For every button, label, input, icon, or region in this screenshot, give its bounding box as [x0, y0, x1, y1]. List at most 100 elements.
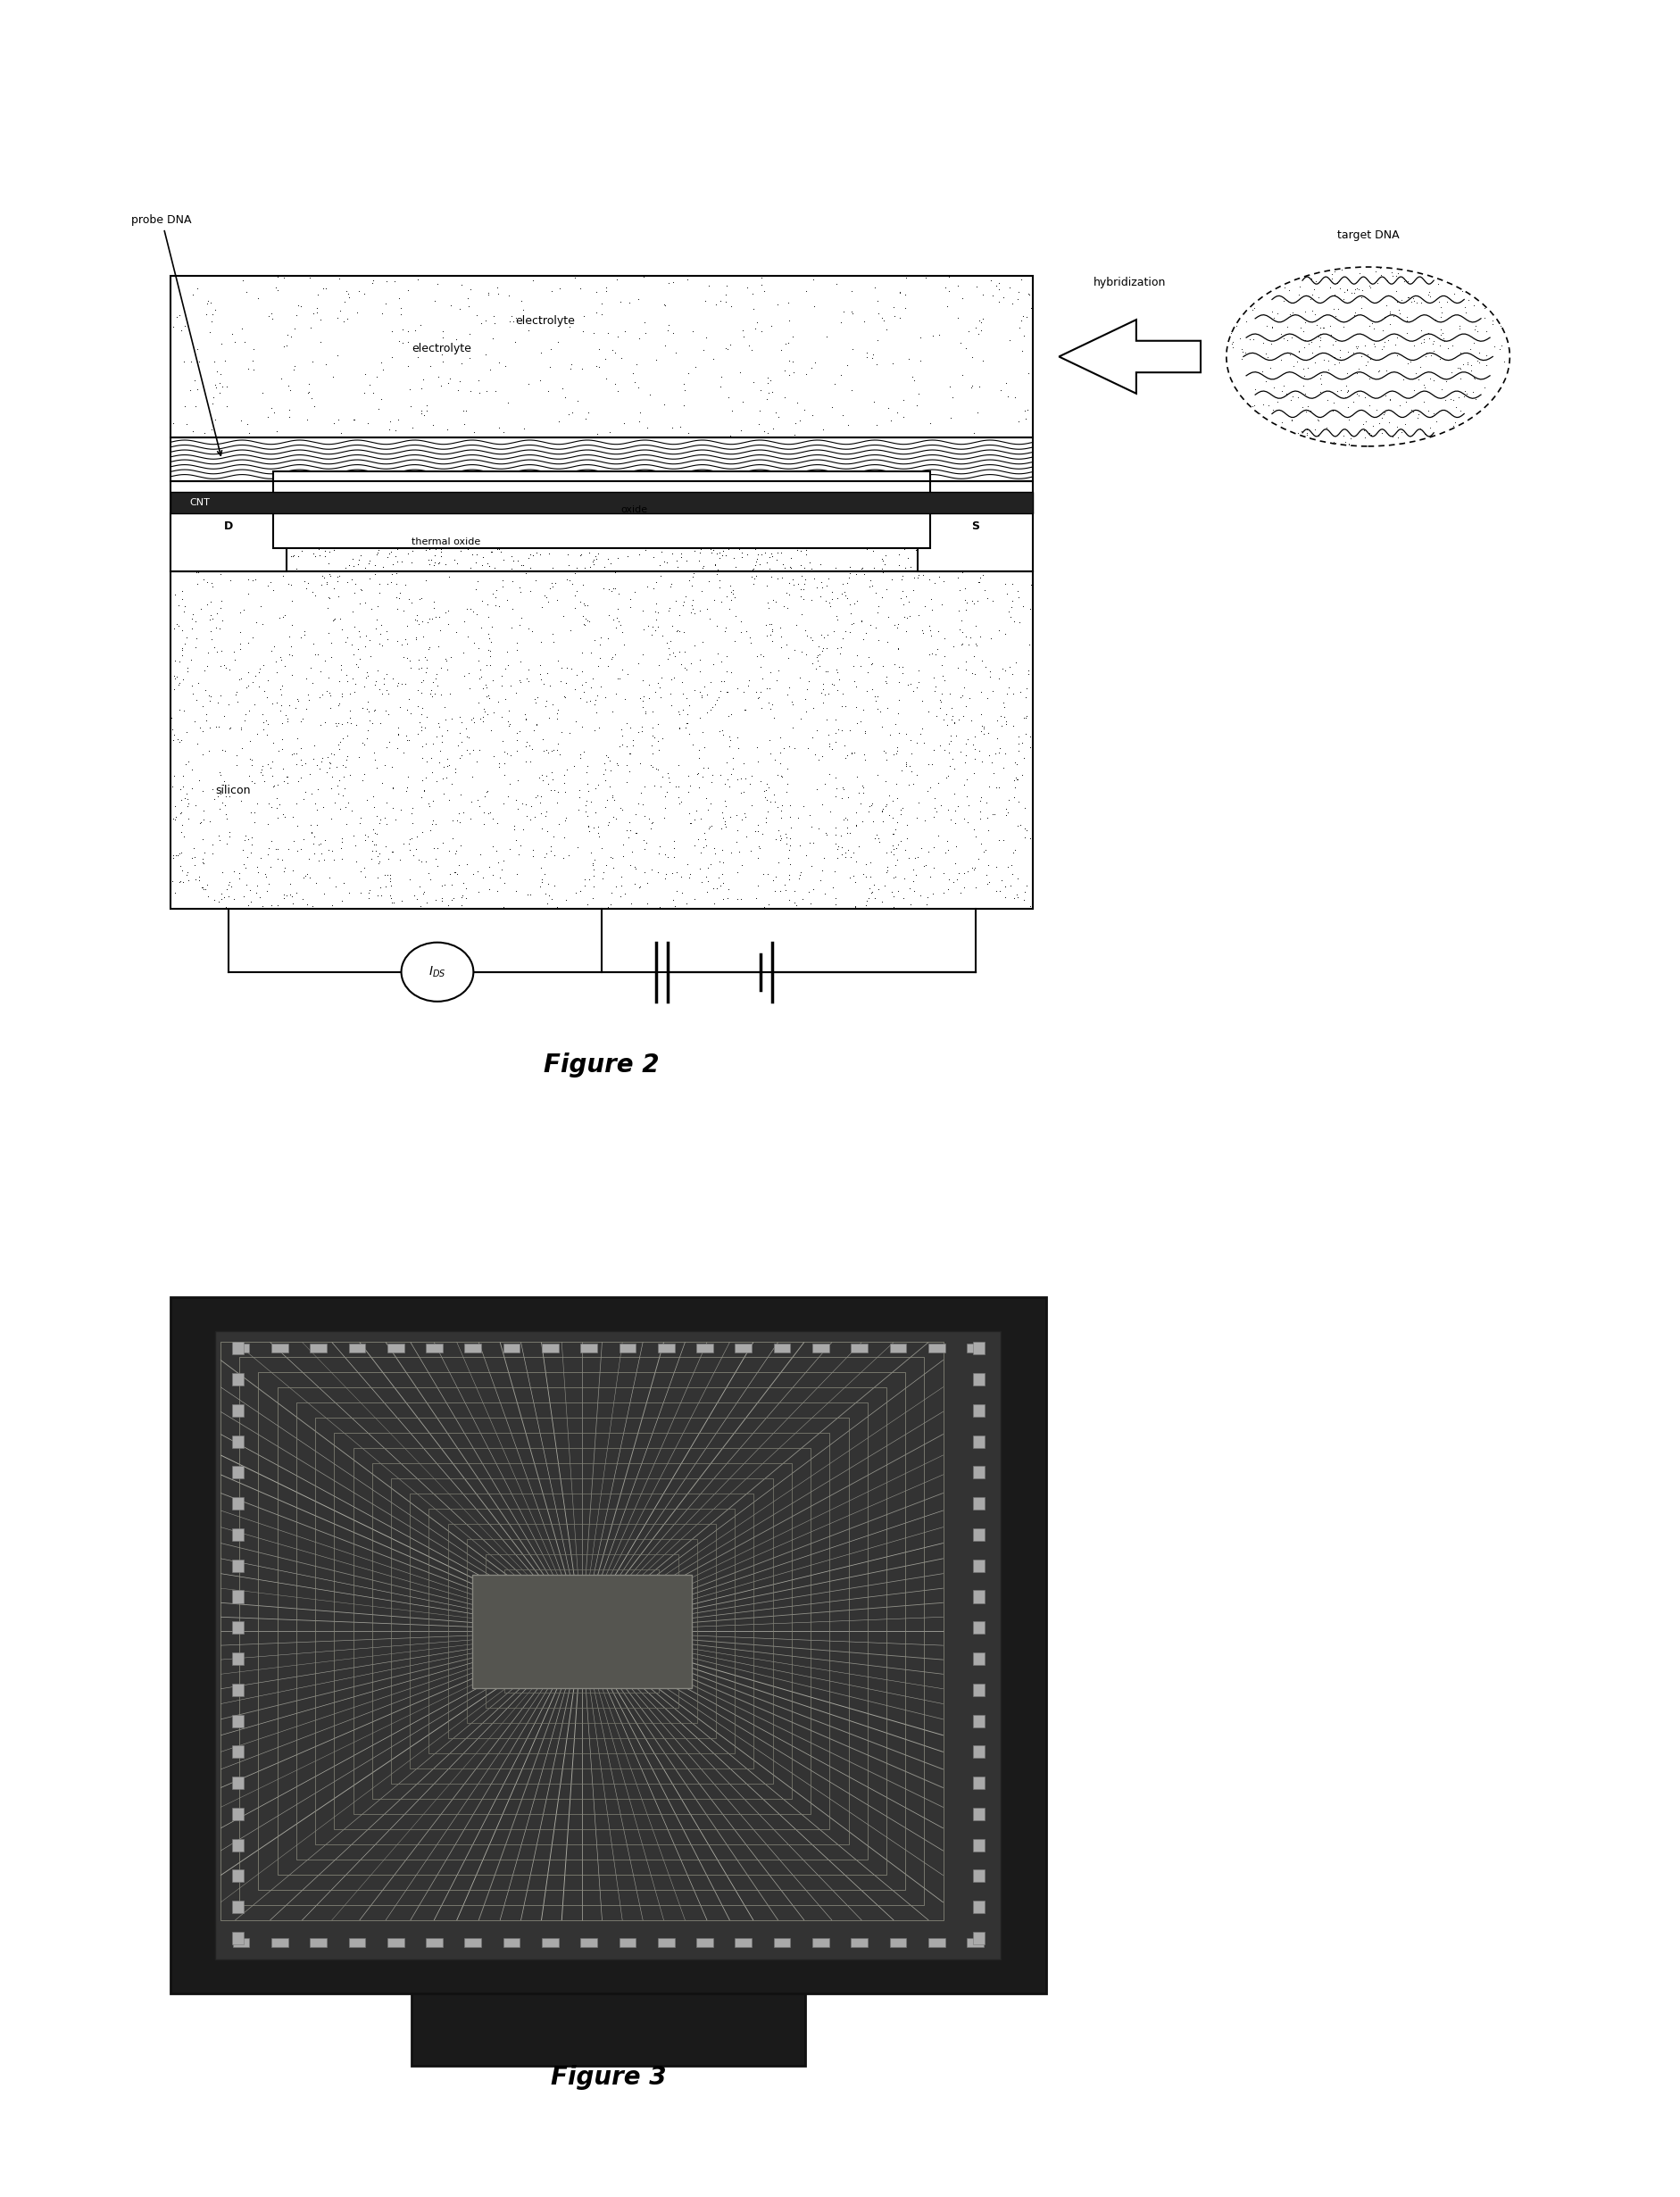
Point: [366, 567, 393, 602]
Point: [465, 874, 492, 910]
Point: [551, 679, 578, 714]
Point: [551, 804, 578, 839]
Point: [670, 677, 697, 712]
Point: [281, 824, 307, 859]
Point: [731, 800, 758, 835]
Point: [301, 626, 328, 661]
Point: [365, 534, 391, 569]
Point: [995, 378, 1021, 413]
Point: [756, 670, 783, 705]
Point: [183, 683, 210, 718]
Point: [425, 745, 452, 780]
Point: [380, 749, 407, 784]
Point: [590, 571, 617, 606]
Point: [833, 580, 860, 615]
Point: [931, 701, 958, 736]
Point: [435, 558, 462, 593]
Point: [393, 723, 420, 758]
Point: [874, 499, 900, 534]
Point: [222, 677, 249, 712]
Point: [185, 345, 212, 380]
Point: [538, 833, 564, 868]
Point: [333, 789, 360, 824]
Point: [281, 538, 307, 573]
Point: [259, 518, 286, 554]
Point: [1005, 275, 1032, 310]
Point: [1010, 740, 1037, 776]
Point: [433, 411, 460, 446]
Point: [993, 707, 1020, 743]
Point: [796, 826, 823, 861]
Point: [442, 751, 469, 787]
Point: [474, 648, 501, 683]
Point: [948, 551, 974, 587]
Point: [494, 582, 521, 617]
Point: [272, 879, 299, 914]
Point: [563, 549, 590, 584]
Point: [652, 791, 679, 826]
Point: [1334, 270, 1361, 305]
Point: [654, 624, 680, 659]
Point: [223, 674, 250, 710]
Point: [583, 349, 610, 384]
Point: [958, 703, 984, 738]
Point: [449, 881, 475, 916]
Point: [744, 729, 771, 765]
Point: [244, 848, 270, 883]
Point: [366, 576, 393, 611]
Point: [173, 782, 200, 817]
Point: [1292, 395, 1319, 431]
Point: [188, 363, 215, 398]
Point: [601, 516, 628, 551]
Point: [237, 835, 264, 870]
Point: [487, 534, 514, 569]
Point: [292, 521, 319, 556]
Point: [1247, 395, 1273, 431]
Point: [405, 642, 432, 677]
Point: [988, 538, 1015, 573]
Point: [1016, 718, 1043, 754]
Point: [731, 319, 758, 354]
Point: [793, 536, 820, 571]
Point: [395, 527, 422, 562]
Point: [729, 773, 756, 808]
Point: [788, 534, 815, 569]
Point: [936, 861, 963, 896]
Point: [1356, 310, 1383, 345]
Point: [551, 758, 578, 793]
Point: [417, 861, 444, 896]
Point: [1305, 402, 1332, 437]
Point: [475, 549, 502, 584]
Point: [326, 762, 353, 798]
Point: [477, 795, 504, 830]
Point: [391, 512, 418, 547]
Point: [764, 536, 791, 571]
Bar: [697, 1938, 712, 1947]
Point: [895, 598, 922, 633]
Point: [390, 593, 417, 628]
Point: [435, 606, 462, 642]
Point: [203, 523, 230, 558]
Point: [450, 635, 477, 670]
Point: [783, 606, 810, 642]
Bar: [349, 1345, 365, 1351]
Point: [1297, 281, 1324, 316]
Point: [161, 657, 188, 692]
Point: [766, 721, 793, 756]
Point: [571, 587, 598, 622]
Point: [904, 758, 931, 793]
Point: [475, 275, 502, 310]
Point: [254, 716, 281, 751]
Point: [840, 835, 867, 870]
Point: [274, 765, 301, 800]
Bar: [232, 1683, 244, 1696]
Point: [491, 747, 517, 782]
Point: [746, 547, 773, 582]
Point: [697, 692, 724, 727]
Point: [292, 523, 319, 558]
Point: [378, 565, 405, 600]
Point: [934, 824, 961, 859]
Point: [694, 793, 721, 828]
Point: [924, 793, 951, 828]
Point: [432, 547, 459, 582]
